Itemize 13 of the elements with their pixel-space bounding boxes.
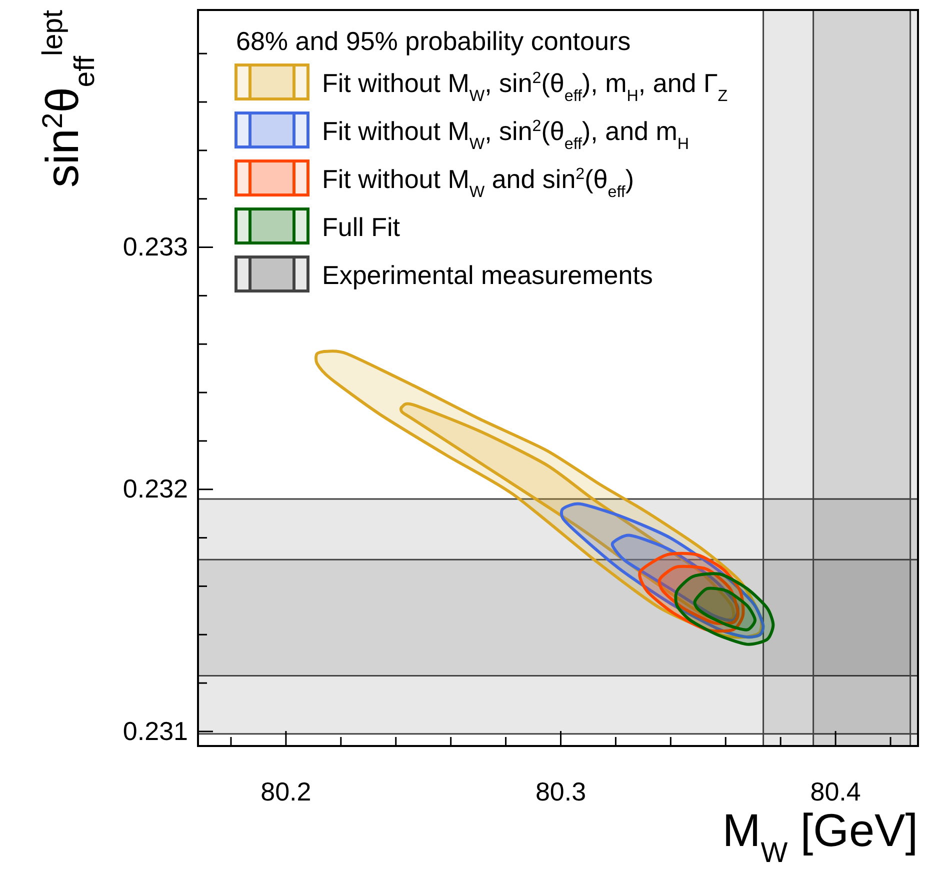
legend-label: Fit without M$_{W}$, sin$^{2}$(θ$_{eff}$), and m$_{H}$ [322, 116, 690, 153]
legend-label: Experimental measurements [322, 260, 653, 290]
text: Fit without M$_{W}$, sin$^{2}$(θ$_{eff}$), m$_{H}$, and Γ$_{Z}$ [322, 68, 728, 105]
x-tick-label: 80.2 [260, 776, 312, 806]
y-tick-label: 0.233 [122, 232, 188, 262]
x-axis-title: M$_{W}$ [GeV] [722, 804, 918, 869]
y-tick-label: 0.232 [122, 474, 188, 504]
legend-title: 68% and 95% probability contours [236, 26, 631, 56]
x-tick-label: 80.4 [810, 776, 861, 806]
y-tick-label: 0.231 [122, 716, 188, 746]
x-tick-label: 80.3 [535, 776, 586, 806]
legend-label: Fit without M$_{W}$ and sin$^{2}$(θ$_{eff}$) [322, 164, 634, 201]
legend-label: Full Fit [322, 212, 401, 242]
